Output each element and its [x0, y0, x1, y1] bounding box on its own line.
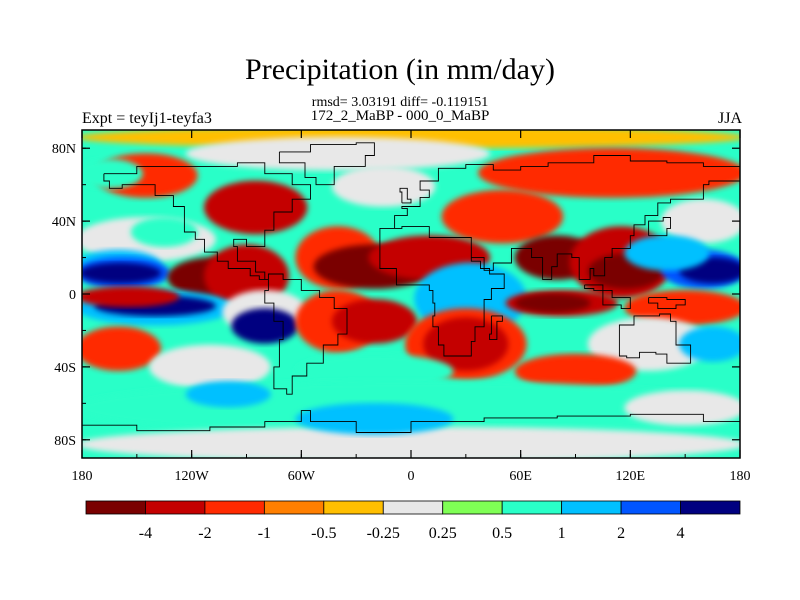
map-title: Precipitation (in mm/day): [245, 53, 555, 86]
colorbar-swatch: [145, 500, 206, 515]
y-tick-label: 80N: [52, 142, 76, 157]
field-region: [130, 217, 198, 247]
precipitation-field: [82, 130, 740, 458]
colorbar-label: -0.25: [367, 525, 400, 542]
experiment-label: Expt = teyIj1-teyfa3: [82, 110, 212, 127]
stats-line: rmsd= 3.03191 diff= -0.119151: [311, 95, 489, 110]
colorbar-label: 0.25: [429, 525, 457, 542]
colorbar-label: 0.5: [492, 525, 512, 542]
x-tick-label: 0: [408, 469, 415, 484]
y-tick-label: 80S: [54, 434, 76, 449]
field-region: [82, 326, 162, 371]
x-axis: 180 120W 60W 0 60E 120E 180: [72, 130, 751, 484]
coastline: [584, 284, 631, 310]
field-region: [679, 326, 740, 362]
coastline: [648, 297, 686, 310]
field-region: [82, 262, 162, 284]
coastline: [489, 315, 503, 341]
x-tick-label: 120E: [616, 469, 646, 484]
subtitle: 172_2_MaBP - 000_0_MaBP: [310, 108, 490, 124]
field-region: [82, 286, 180, 308]
field-region: [185, 381, 271, 408]
colorbar-swatch: [620, 500, 681, 515]
colorbar-label: -4: [139, 525, 152, 542]
field-region: [82, 426, 740, 458]
field-region: [423, 317, 509, 371]
colorbar-swatch: [204, 500, 265, 515]
coastline: [278, 142, 375, 186]
x-tick-label: 120W: [175, 469, 210, 484]
field-region: [331, 166, 436, 207]
colorbar-label: 2: [617, 525, 625, 542]
field-region: [149, 344, 271, 390]
colorbar-swatch: [323, 500, 384, 515]
colorbar-swatch: [263, 500, 325, 515]
coastline: [103, 162, 348, 395]
colorbar-swatch: [680, 500, 741, 515]
field-region: [231, 308, 299, 344]
x-tick-label: 60W: [288, 469, 316, 484]
field-region: [478, 147, 740, 198]
field-region: [514, 353, 637, 390]
season-label: JJA: [717, 110, 742, 127]
field-region: [185, 136, 491, 171]
field-region: [587, 317, 710, 371]
colorbar-swatch: [382, 500, 444, 515]
colorbar-label: 4: [677, 525, 685, 542]
field-region: [514, 293, 591, 313]
x-tick-label: 180: [72, 469, 93, 484]
field-region: [660, 198, 740, 244]
x-tick-label: 180: [730, 469, 751, 484]
coastline: [648, 217, 671, 237]
field-region: [295, 402, 454, 435]
colorbar-label: -1: [258, 525, 271, 542]
field-region: [624, 235, 710, 271]
colorbar-label: 1: [558, 525, 566, 542]
colorbar-swatch: [561, 500, 622, 515]
y-tick-label: 40N: [52, 215, 76, 230]
field-region: [624, 390, 740, 426]
coastline: [399, 187, 412, 204]
coastline: [618, 313, 692, 364]
coastline: [82, 410, 740, 433]
y-axis: 80N 40N 0 40S 80S: [52, 142, 740, 449]
colorbar-swatch: [501, 500, 563, 515]
field-region: [624, 290, 740, 326]
colorbar-label: -2: [198, 525, 211, 542]
coastline: [379, 155, 740, 357]
coastlines: [82, 142, 740, 433]
field-region: [441, 189, 564, 244]
y-tick-label: 40S: [54, 361, 76, 376]
colorbar-swatch: [442, 500, 503, 515]
x-tick-label: 60E: [509, 469, 532, 484]
field-region: [331, 299, 418, 344]
colorbar: -4 -2 -1 -0.5 -0.25 0.25 0.5 1 2 4: [85, 500, 741, 542]
y-tick-label: 0: [69, 288, 76, 303]
field-region: [295, 353, 454, 390]
colorbar-swatch: [85, 500, 146, 515]
field-region: [203, 180, 308, 235]
colorbar-label: -0.5: [311, 525, 336, 542]
